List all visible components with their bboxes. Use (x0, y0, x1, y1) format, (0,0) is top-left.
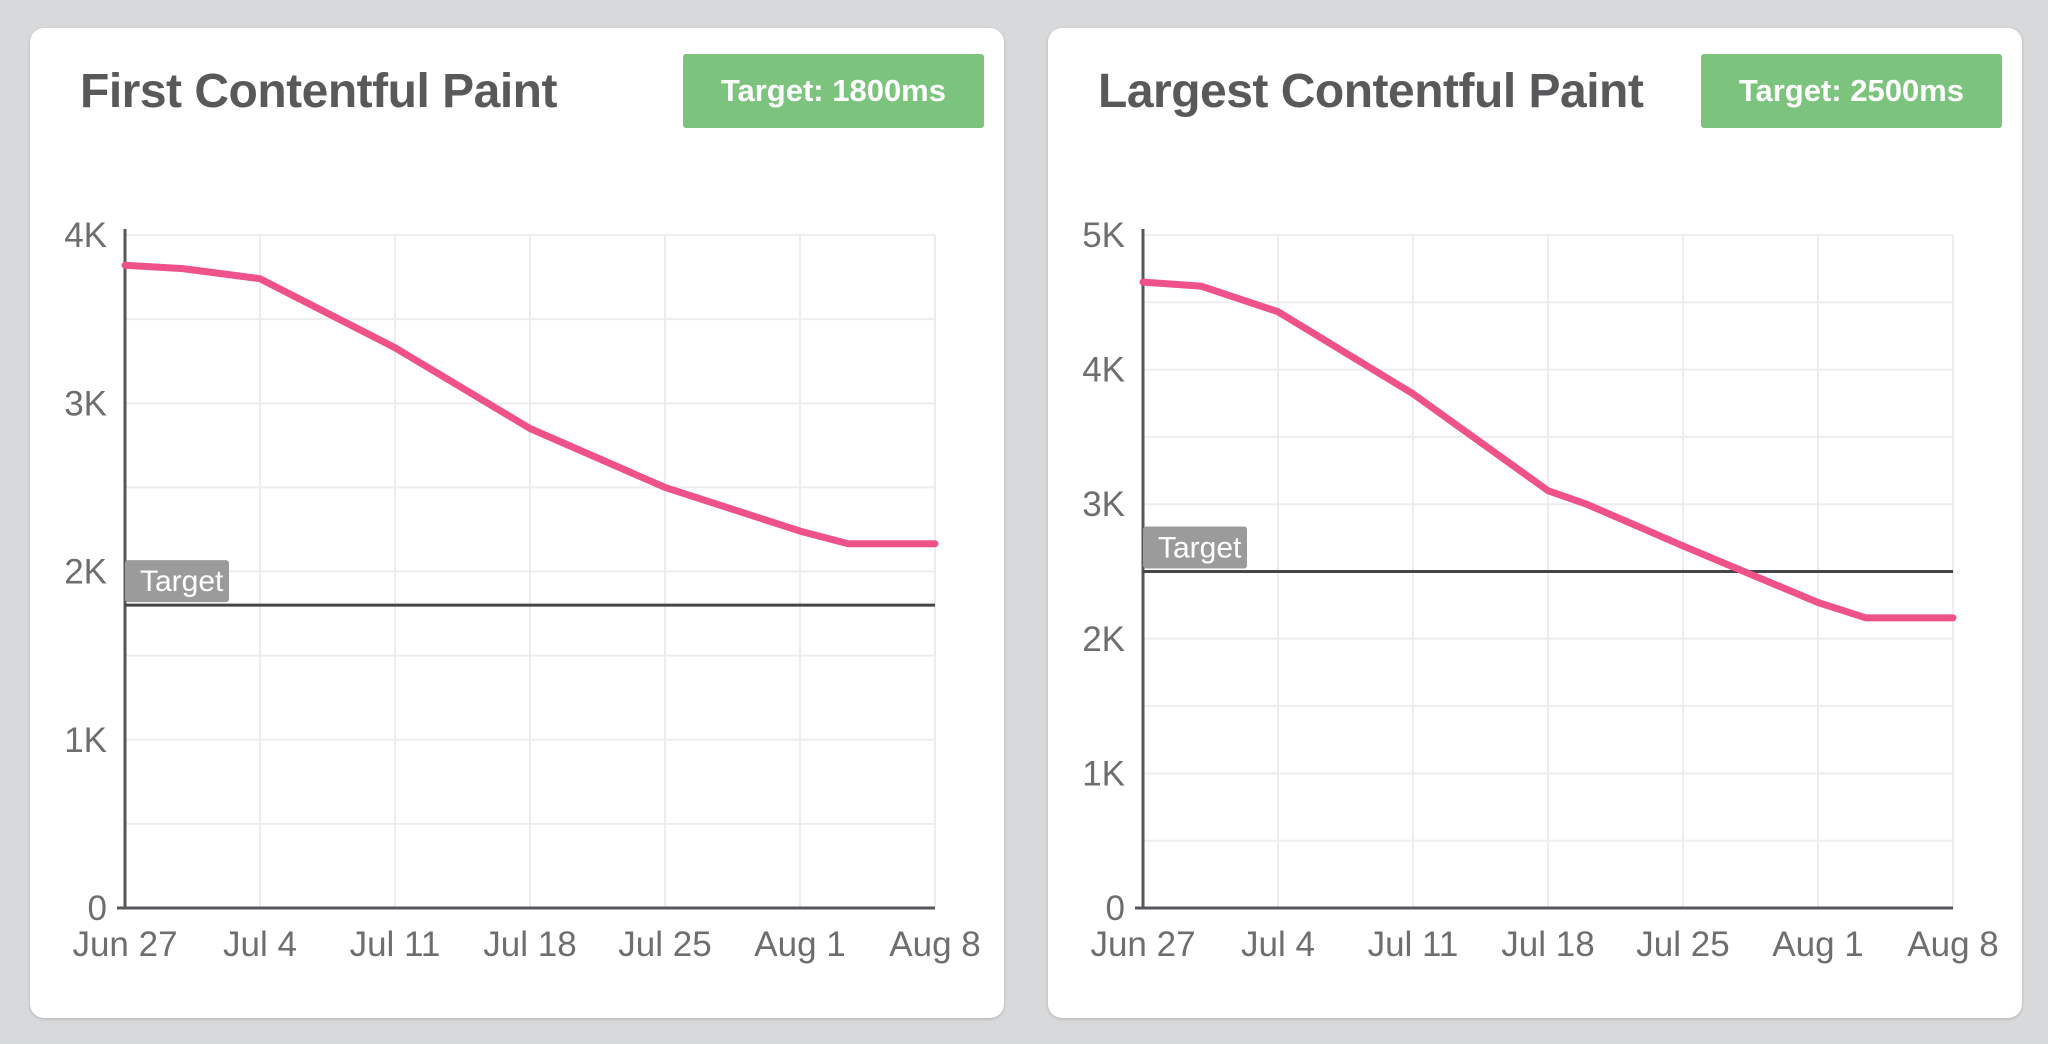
metric-series-line (121, 261, 939, 548)
y-tick-label: 0 (88, 889, 107, 928)
x-tick-label: Aug 8 (889, 925, 980, 964)
metric-series-line (1139, 278, 1957, 622)
x-tick-label: Jun 27 (72, 925, 177, 964)
y-tick-label: 3K (1082, 485, 1125, 524)
target-line-annotation (1143, 526, 1247, 569)
y-tick-label: 4K (1082, 351, 1125, 390)
y-tick-label: 4K (64, 216, 107, 255)
x-tick-label: Jul 11 (1368, 925, 1459, 964)
y-tick-label: 5K (1082, 216, 1125, 255)
x-tick-label: Jul 18 (1501, 925, 1594, 964)
lcp-chart-title: Largest Contentful Paint (1098, 64, 1644, 118)
y-tick-label: 0 (1106, 889, 1125, 928)
y-tick-label: 3K (64, 384, 107, 423)
lcp-card: Largest Contentful Paint Target: 2500ms … (1048, 28, 2022, 1018)
x-tick-label: Jul 18 (483, 925, 576, 964)
x-tick-label: Jul 25 (618, 925, 711, 964)
x-tick-label: Jun 27 (1090, 925, 1195, 964)
x-tick-label: Jul 4 (1241, 925, 1315, 964)
y-tick-label: 1K (64, 721, 107, 760)
fcp-line-chart: 0 1K 2K 3K 4K Jun 27 Jul 4 Jul 11 Jul 18 Jul 25 Au… (64, 216, 981, 964)
lcp-line-chart: 0 1K 2K 3K 4K 5K Jun 27 Jul 4 Jul 11 Jul 18 Jul 25… (1082, 216, 1999, 964)
x-tick-label: Aug 1 (1772, 925, 1863, 964)
x-tick-label: Jul 25 (1636, 925, 1729, 964)
fcp-card: First Contentful Paint Target: 1800ms 0 1… (30, 28, 1004, 1018)
fcp-card-header: First Contentful Paint Target: 1800ms (80, 54, 984, 128)
lcp-target-badge: Target: 2500ms (1700, 54, 2002, 128)
target-line-annotation-label: Target (1158, 532, 1242, 565)
fcp-chart-title: First Contentful Paint (80, 64, 557, 118)
x-tick-label: Jul 11 (350, 925, 441, 964)
y-tick-label: 1K (1082, 754, 1125, 793)
x-tick-label: Jul 4 (223, 925, 297, 964)
y-tick-label: 2K (64, 553, 107, 592)
x-tick-label: Aug 8 (1907, 925, 1998, 964)
target-line-annotation (125, 560, 229, 603)
fcp-target-badge: Target: 1800ms (682, 54, 984, 128)
x-tick-label: Aug 1 (754, 925, 845, 964)
target-line-annotation-label: Target (140, 565, 224, 598)
y-tick-label: 2K (1082, 620, 1125, 659)
lcp-card-header: Largest Contentful Paint Target: 2500ms (1098, 54, 2002, 128)
